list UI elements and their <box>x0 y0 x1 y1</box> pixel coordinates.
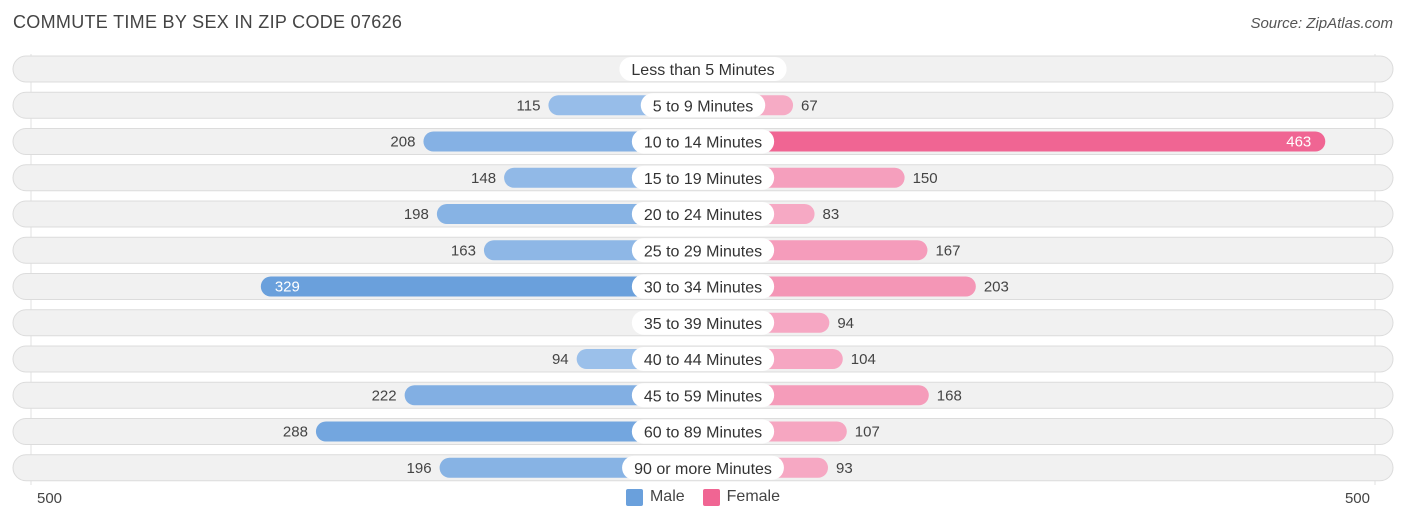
female-value-label: 167 <box>935 242 960 259</box>
female-value-label: 203 <box>984 279 1009 296</box>
female-bar <box>703 131 1326 152</box>
category-label-pill <box>631 202 775 226</box>
chart-title: COMMUTE TIME BY SEX IN ZIP CODE 07626 <box>13 12 403 32</box>
category-label: Less than 5 Minutes <box>631 62 774 79</box>
male-bar <box>315 421 703 442</box>
category-label-pill <box>631 347 775 371</box>
category-label: 10 to 14 Minutes <box>644 135 762 152</box>
category-label: 30 to 34 Minutes <box>644 280 762 297</box>
chart-row: 288 107 60 to 89 Minutes <box>12 418 1394 445</box>
female-swatch-icon <box>702 488 720 506</box>
chart-row: 208 463 10 to 14 Minutes <box>12 128 1394 155</box>
chart-row: 249435 to 39 Minutes <box>12 309 1394 337</box>
female-value-label: 104 <box>851 351 876 368</box>
category-label: 60 to 89 Minutes <box>644 425 762 442</box>
category-label: 45 to 59 Minutes <box>644 388 762 405</box>
male-value-label: 94 <box>552 351 569 368</box>
chart-row: 198 83 20 to 24 Minutes <box>12 200 1394 228</box>
category-label-pill <box>631 238 775 263</box>
male-value-label: 115 <box>517 97 541 114</box>
female-value-label: 168 <box>937 387 962 404</box>
axis-right-label: 500 <box>1344 490 1370 507</box>
legend-item-female: Female <box>702 488 781 506</box>
male-value-label: 163 <box>451 242 476 259</box>
category-label-pill <box>631 419 775 444</box>
male-swatch-icon <box>625 488 643 506</box>
category-label: 15 to 19 Minutes <box>644 171 762 188</box>
legend: Male Female <box>0 488 1406 506</box>
category-label-pill <box>631 165 775 190</box>
chart-row: 1415Less than 5 Minutes <box>12 55 1394 83</box>
chart-row: 329 203 30 to 34 Minutes <box>12 273 1394 300</box>
category-label-pill <box>619 57 787 81</box>
category-label-pill <box>631 310 775 335</box>
source-credit: Source: ZipAtlas.com <box>1250 15 1393 32</box>
female-value-label: 463 <box>1286 134 1311 151</box>
category-label-pill <box>640 93 766 118</box>
male-value-label: 148 <box>471 170 496 187</box>
male-value-label: 208 <box>390 134 415 151</box>
female-value-label: 83 <box>823 206 840 223</box>
female-value-label: 150 <box>913 170 938 187</box>
category-label: 25 to 29 Minutes <box>644 243 762 260</box>
male-value-label: 222 <box>372 387 397 404</box>
female-value-label: 94 <box>837 315 854 332</box>
category-label-pill <box>622 455 784 480</box>
male-value-label: 329 <box>275 279 300 296</box>
male-value-label: 198 <box>404 206 429 223</box>
female-value-label: 107 <box>855 424 880 441</box>
axis-left-label: 500 <box>37 490 63 507</box>
legend-female-label: Female <box>726 488 781 505</box>
legend-item-male: Male <box>625 488 685 506</box>
category-label: 20 to 24 Minutes <box>644 207 762 224</box>
legend-male-label: Male <box>649 488 685 505</box>
chart-row: 196 93 90 or more Minutes <box>12 454 1394 482</box>
male-bar <box>404 385 703 406</box>
category-label: 90 or more Minutes <box>634 461 772 478</box>
commute-chart: 1415Less than 5 Minutes 115 67 5 to 9 Minut… <box>12 54 1394 485</box>
female-value-label: 93 <box>836 460 853 477</box>
chart-row: 148 150 15 to 19 Minutes <box>12 164 1394 192</box>
male-value-label: 288 <box>283 424 308 441</box>
chart-row: 94 104 40 to 44 Minutes <box>12 345 1394 373</box>
chart-row: 115 67 5 to 9 Minutes <box>12 91 1394 119</box>
female-value-label: 67 <box>801 97 818 114</box>
chart-row: 163 167 25 to 29 Minutes <box>12 236 1394 264</box>
chart-row: 222 168 45 to 59 Minutes <box>12 381 1394 409</box>
male-bar <box>260 276 703 297</box>
category-label: 35 to 39 Minutes <box>644 316 762 333</box>
category-label-pill <box>631 129 775 154</box>
category-label-pill <box>631 383 775 408</box>
category-label: 5 to 9 Minutes <box>653 98 754 115</box>
male-value-label: 196 <box>407 460 432 477</box>
category-label-pill <box>631 274 775 299</box>
category-label: 40 to 44 Minutes <box>644 352 762 369</box>
